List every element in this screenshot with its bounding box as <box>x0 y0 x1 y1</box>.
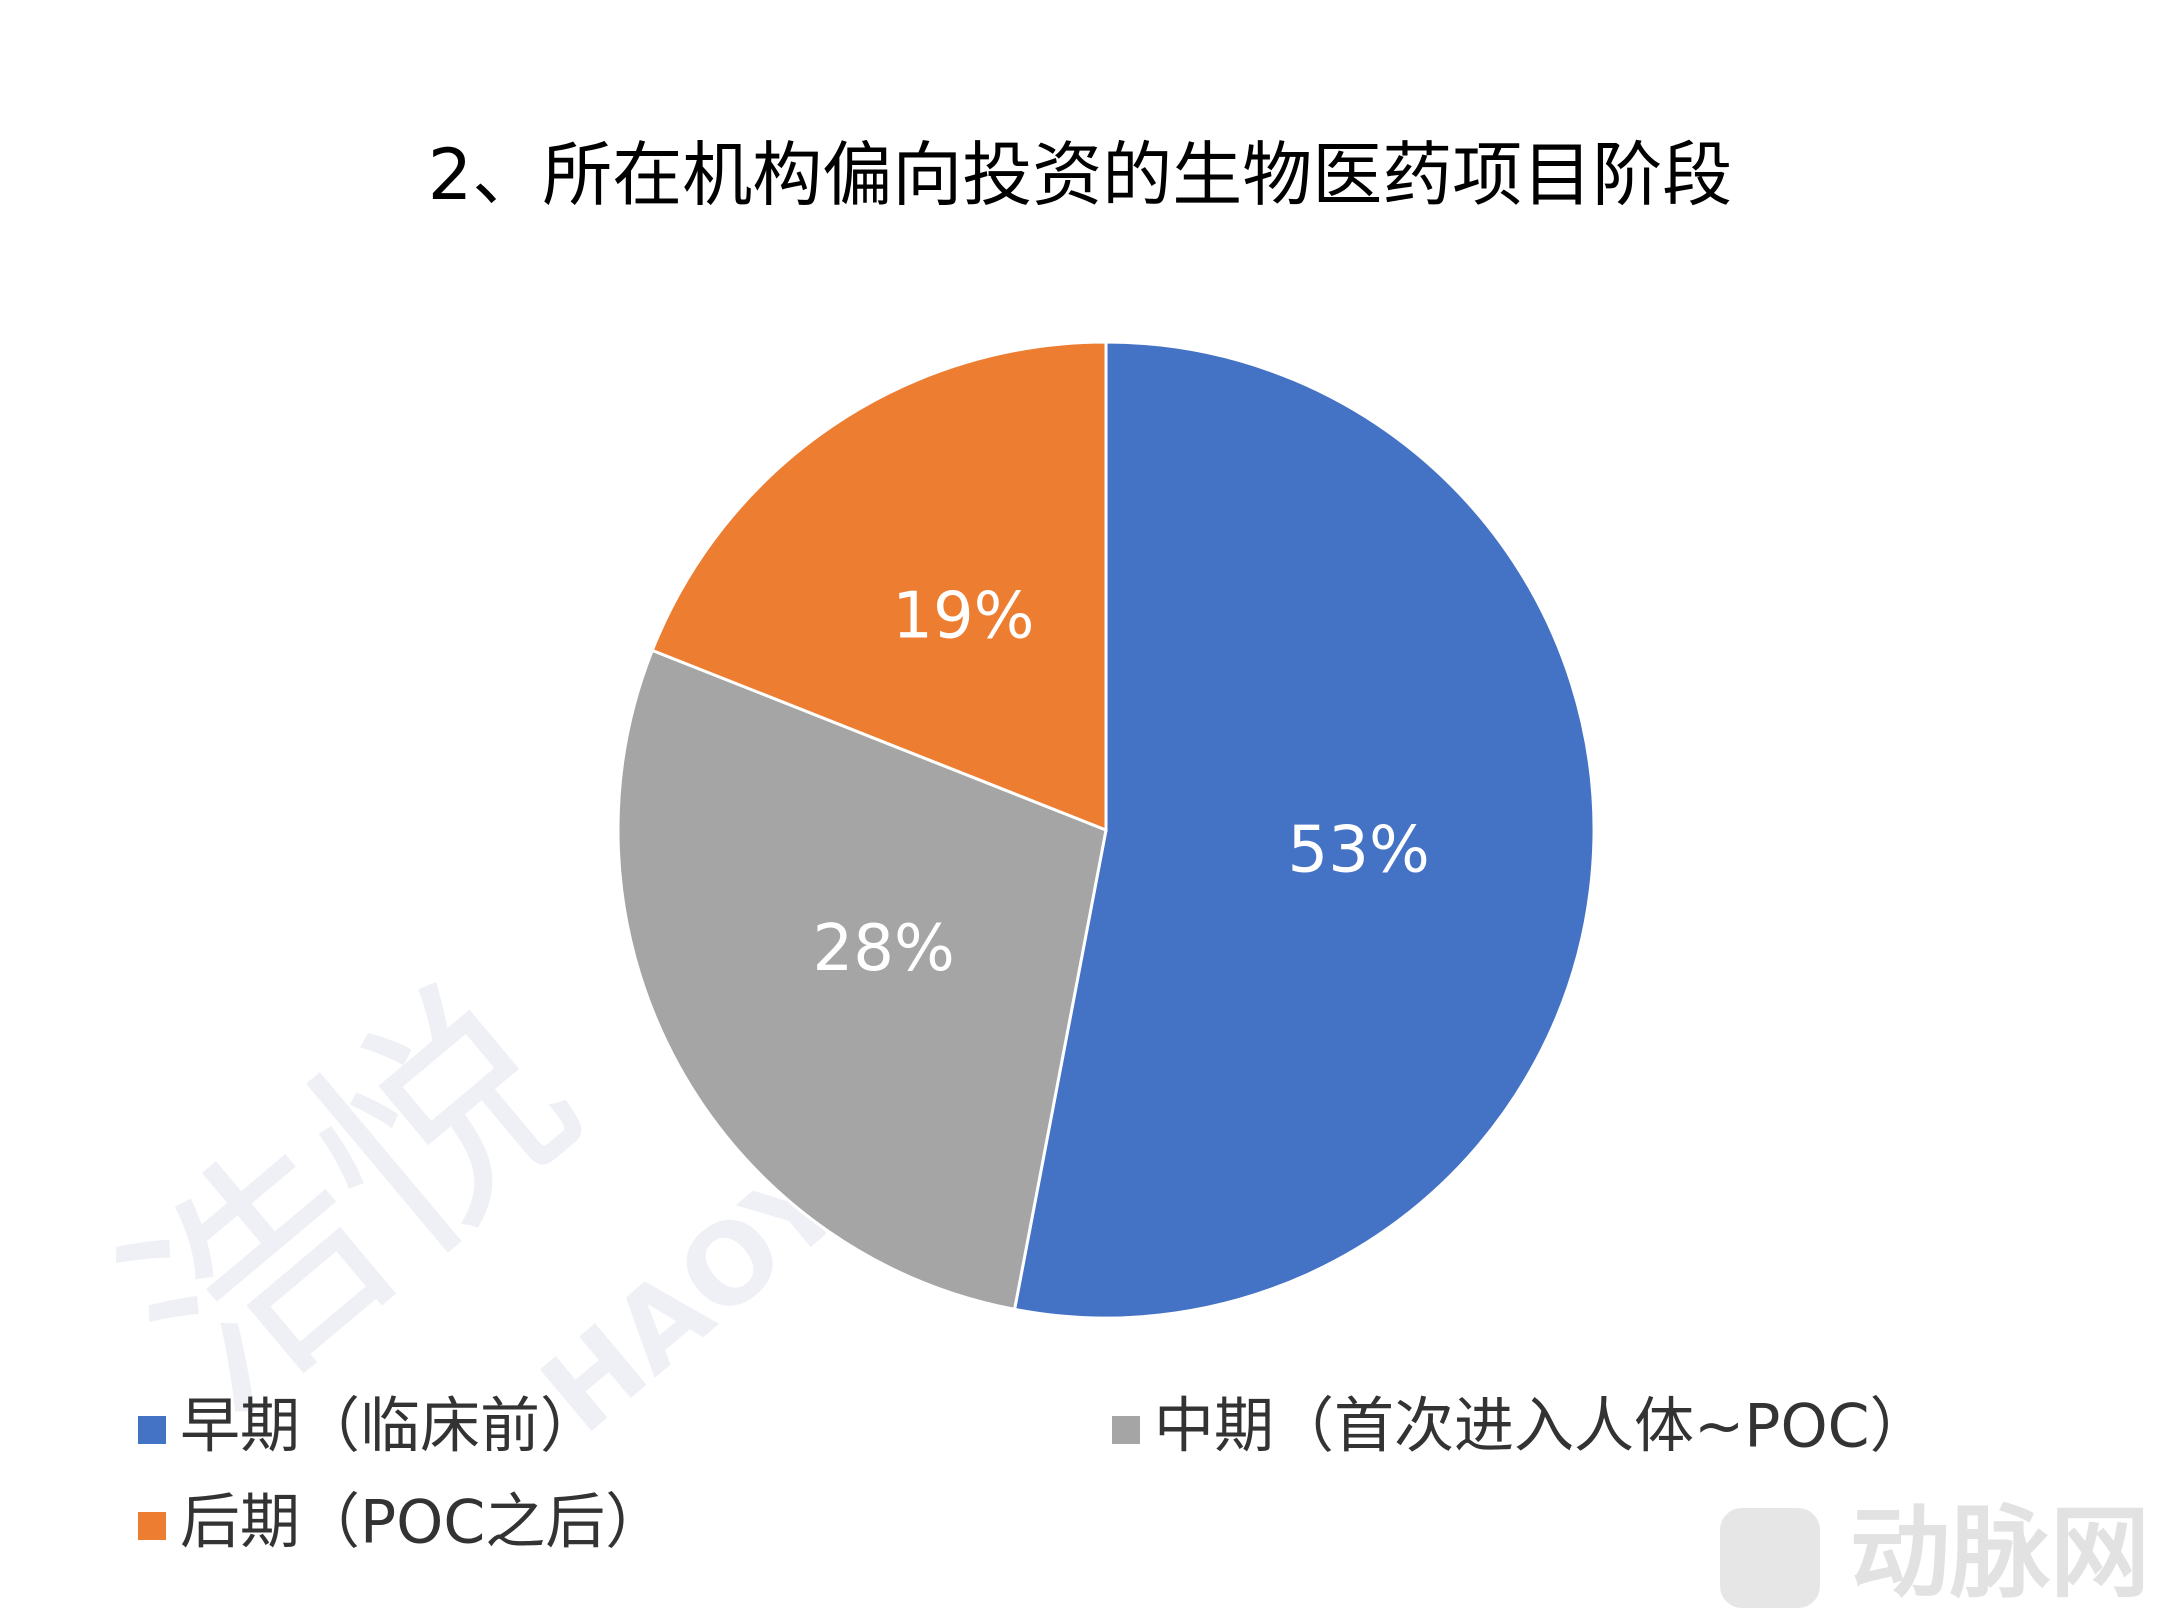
chart-title: 2、所在机构偏向投资的生物医药项目阶段 <box>428 134 1733 216</box>
legend-marker <box>138 1416 166 1444</box>
data-label: 19% <box>892 580 1034 654</box>
watermark: 动脉网 <box>1850 1494 2150 1611</box>
legend-label: 后期（POC之后） <box>180 1488 665 1558</box>
legend-marker <box>1112 1416 1140 1444</box>
data-label: 53% <box>1288 813 1430 887</box>
legend-marker <box>138 1512 166 1540</box>
legend-label: 中期（首次进入人体~POC） <box>1154 1392 1930 1462</box>
legend-label: 早期（临床前） <box>180 1392 600 1462</box>
pie-slice <box>1012 340 1596 1320</box>
pie-slice <box>616 648 1108 1312</box>
data-label: 28% <box>813 912 955 986</box>
pie-slice <box>650 340 1108 833</box>
watermark-logo <box>1720 1508 1820 1608</box>
